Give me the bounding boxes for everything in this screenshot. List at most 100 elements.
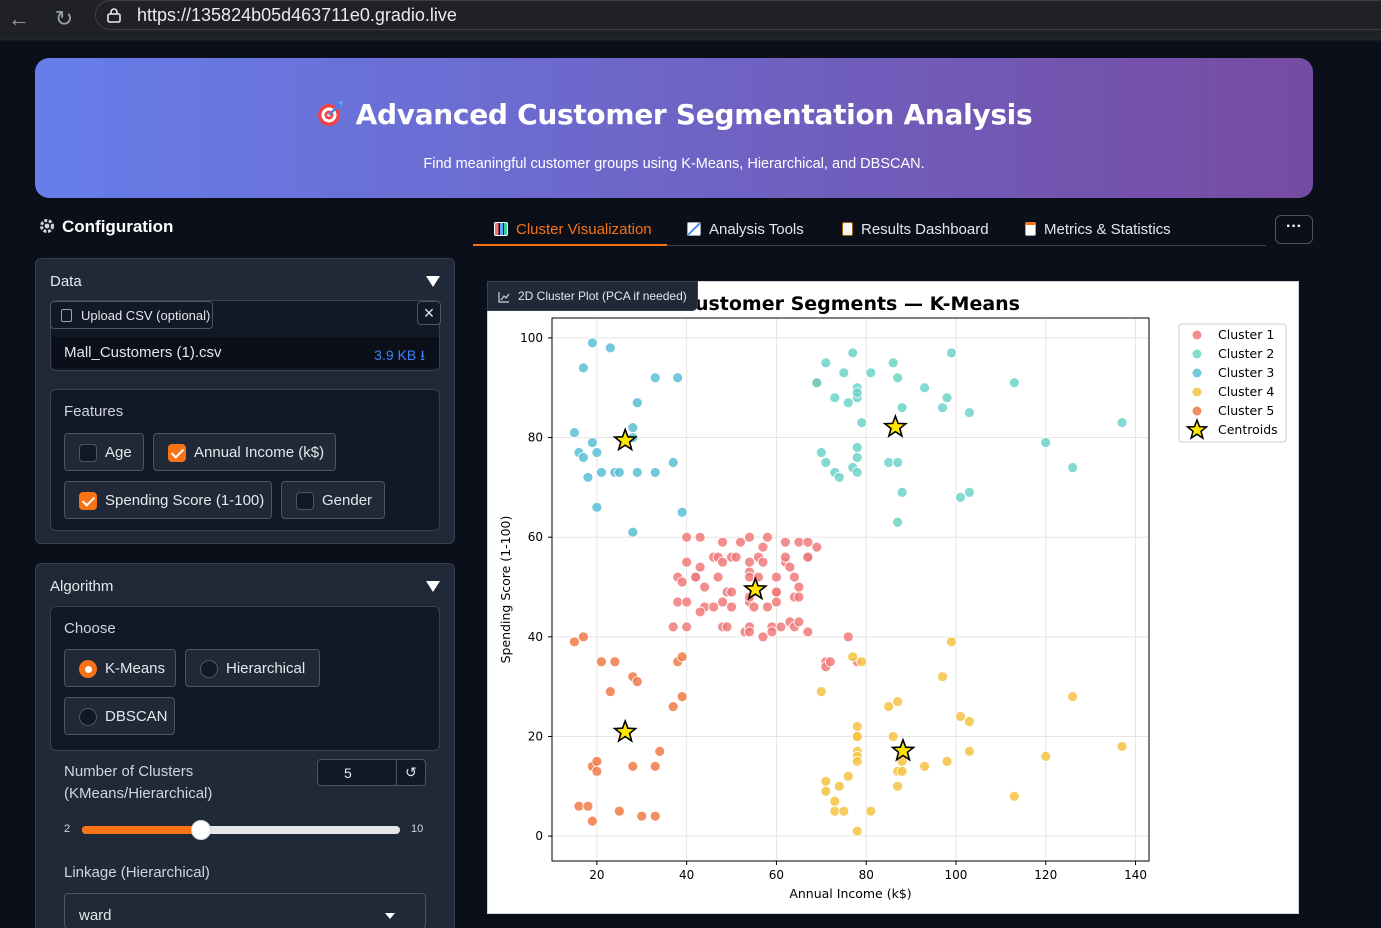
legend-marker (1192, 406, 1202, 416)
file-name: Mall_Customers (1).csv (64, 344, 222, 361)
data-point (591, 755, 603, 767)
data-point (865, 367, 877, 379)
data-point (829, 795, 841, 807)
cluster-scatter-chart: 20 40 60 80 100 120 140 0 20 40 60 80 100 Annual Inco… (498, 293, 1287, 901)
uploaded-file-row: Mall_Customers (1).csv 3.9 KB ⭳ (52, 337, 439, 368)
data-point (667, 701, 679, 712)
tab-metrics-statistics[interactable]: Metrics & Statistics (1025, 221, 1171, 238)
data-point (676, 506, 688, 518)
upload-label-text: Upload CSV (optional) (81, 308, 211, 323)
back-arrow-icon[interactable]: ← (8, 6, 30, 31)
checkbox[interactable] (296, 492, 314, 510)
data-point (771, 586, 782, 598)
collapse-caret-icon[interactable] (426, 276, 440, 287)
feature-checkbox-spending-score[interactable]: Spending Score (1-100) (64, 481, 272, 519)
data-point (842, 770, 854, 782)
data-point (815, 447, 827, 458)
radio[interactable] (79, 708, 97, 726)
data-point (762, 601, 773, 613)
data-point (582, 472, 594, 483)
data-point (744, 531, 755, 543)
data-point (851, 467, 863, 478)
data-point (811, 541, 823, 553)
centroid-marker (742, 576, 769, 601)
data-point (1067, 691, 1079, 703)
address-bar[interactable] (95, 0, 1381, 30)
clusters-slider[interactable] (82, 820, 400, 840)
radio-selected[interactable] (79, 660, 97, 678)
slider-thumb[interactable] (191, 820, 212, 840)
data-point (649, 760, 661, 772)
url-text[interactable]: https://135824b05d463711e0.gradio.live (137, 5, 457, 25)
data-point (766, 626, 778, 638)
slider-max: 10 (411, 823, 424, 835)
data-point (667, 621, 679, 633)
data-point (672, 372, 684, 384)
data-point (578, 631, 589, 643)
checkbox-checked[interactable] (168, 444, 186, 462)
radio-dbscan[interactable]: DBSCAN (64, 697, 175, 735)
data-point (649, 467, 661, 478)
tab-analysis-tools[interactable]: Analysis Tools (687, 221, 804, 238)
y-tick-label: 40 (528, 630, 543, 644)
radio-hierarchical[interactable]: Hierarchical (185, 649, 320, 687)
data-point (573, 800, 585, 812)
plot-label-text: 2D Cluster Plot (PCA if needed) (518, 289, 687, 303)
radio[interactable] (200, 660, 218, 678)
tab-label: Metrics & Statistics (1044, 221, 1171, 238)
data-point (802, 536, 814, 548)
data-point (847, 651, 859, 663)
checkbox-checked[interactable] (79, 492, 97, 510)
data-point (896, 402, 908, 414)
feature-checkbox-gender[interactable]: Gender (281, 481, 385, 519)
data-point (788, 571, 800, 583)
feature-label: Gender (322, 492, 373, 509)
clear-file-button[interactable]: × (417, 301, 441, 325)
radio-kmeans[interactable]: K-Means (64, 649, 176, 687)
features-label: Features (64, 403, 124, 420)
data-point (748, 601, 760, 613)
reload-icon[interactable]: ↻ (54, 6, 74, 31)
data-point (833, 780, 845, 792)
radio-label: Hierarchical (226, 660, 306, 677)
collapse-caret-icon[interactable] (426, 581, 440, 592)
page-subtitle: Find meaningful customer groups using K-… (423, 156, 925, 172)
data-point (892, 372, 904, 384)
data-point (694, 606, 706, 618)
checkbox[interactable] (79, 444, 97, 462)
file-size-download-link[interactable]: 3.9 KB ⭳ (374, 347, 425, 363)
data-point (1116, 741, 1128, 752)
upload-csv-label[interactable]: Upload CSV (optional) (50, 301, 213, 329)
linkage-select[interactable]: ward (64, 893, 426, 928)
data-point (820, 785, 832, 797)
clusters-number-input[interactable]: 5 (317, 759, 397, 786)
gear-icon (40, 219, 54, 233)
tab-results-dashboard[interactable]: Results Dashboard (842, 221, 989, 238)
y-tick-label: 80 (528, 431, 543, 445)
data-point (1067, 462, 1079, 473)
more-options-button[interactable]: ··· (1275, 215, 1313, 244)
data-point (780, 536, 791, 548)
y-tick-label: 20 (528, 729, 543, 743)
data-point (842, 631, 854, 643)
data-point (829, 805, 841, 817)
chart-title: Customer Segments — K-Means (681, 293, 1020, 315)
data-point (838, 367, 850, 379)
data-point (937, 402, 948, 414)
data-panel-label: Data (50, 273, 82, 290)
data-point (627, 760, 639, 772)
data-point (802, 626, 814, 638)
reset-icon[interactable]: ↺ (396, 759, 426, 786)
data-point (712, 571, 724, 583)
feature-checkbox-annual-income[interactable]: Annual Income (k$) (153, 433, 336, 471)
data-point (892, 516, 904, 528)
tab-cluster-visualization[interactable]: Cluster Visualization (494, 221, 652, 238)
feature-checkbox-age[interactable]: Age (64, 433, 144, 471)
data-point (604, 686, 616, 698)
y-tick-label: 0 (535, 829, 543, 843)
data-point (771, 596, 782, 608)
data-point (578, 362, 589, 374)
data-point (721, 621, 733, 633)
data-point (851, 387, 863, 399)
x-tick-label: 100 (945, 868, 968, 882)
